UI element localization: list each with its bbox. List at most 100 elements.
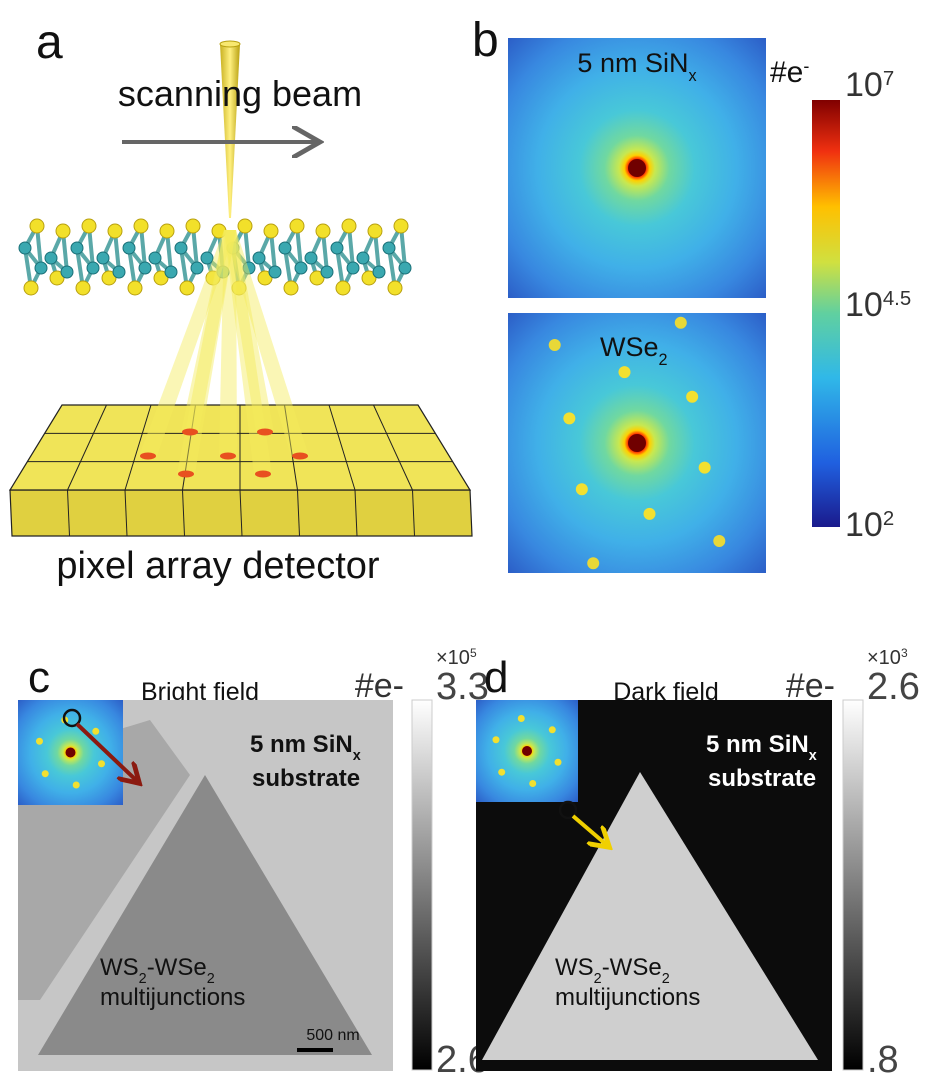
colorbar [812, 100, 840, 527]
w-atom [383, 242, 395, 254]
se-atom [290, 219, 304, 233]
text-part: 5 nm SiN [250, 731, 353, 758]
bragg-spot [587, 557, 599, 569]
sample-label: multijunctions [555, 984, 700, 1011]
substrate-label: substrate [252, 765, 360, 792]
text-part: x [809, 748, 817, 764]
colorbar-min: .8 [867, 1039, 899, 1074]
se-atom [186, 219, 200, 233]
sample-label: multijunctions [100, 984, 245, 1011]
text-part: - [803, 56, 809, 76]
beam-label: scanning beam [118, 73, 362, 114]
w-atom [165, 266, 177, 278]
se-atom [316, 224, 330, 238]
se-atom [284, 281, 298, 295]
text-part: substrate [708, 765, 816, 792]
detector-label: pixel array detector [56, 545, 379, 587]
w-atom [149, 252, 161, 264]
w-atom [269, 266, 281, 278]
text-part: .8 [867, 1039, 899, 1074]
w-atom [253, 252, 265, 264]
bragg-spot [576, 483, 588, 495]
scale-bar-label: 500 nm [306, 1027, 359, 1044]
w-atom [19, 242, 31, 254]
colorbar-max: 2.6 [867, 666, 920, 708]
text-part: 4.5 [883, 288, 911, 310]
text-part: x [353, 748, 361, 764]
se-atom [76, 281, 90, 295]
text-part: WSe [600, 332, 659, 362]
se-atom [160, 224, 174, 238]
bragg-spot [92, 728, 99, 735]
w-atom [201, 252, 213, 264]
detector-spot [220, 453, 236, 460]
se-atom [82, 219, 96, 233]
text-part: multijunctions [555, 984, 700, 1011]
bragg-spot [555, 759, 562, 766]
colorbar [412, 700, 432, 1070]
text-part: 500 nm [306, 1027, 359, 1044]
w-atom [373, 266, 385, 278]
se-atom [108, 224, 122, 238]
page: { "panel_a": {"label": "a", "beam": "sca… [0, 0, 931, 1074]
central-beam [628, 159, 646, 177]
w-atom [45, 252, 57, 264]
se-atom [30, 219, 44, 233]
detector-spot [292, 453, 308, 460]
w-atom [321, 266, 333, 278]
w-atom [357, 252, 369, 264]
bragg-spot [644, 508, 656, 520]
colorbar-unit: #e- [355, 667, 404, 705]
text-part: 5 nm SiN [706, 731, 809, 758]
detector [10, 405, 472, 536]
bragg-spot [549, 726, 556, 733]
bragg-spot [492, 736, 499, 743]
bragg-spot [73, 781, 80, 788]
detector-spot [178, 471, 194, 478]
figure: ascanning beampixel array detectorb5 nm … [0, 0, 931, 1074]
se-atom [24, 281, 38, 295]
w-atom [191, 262, 203, 274]
colorbar [843, 700, 863, 1070]
w-atom [279, 242, 291, 254]
w-atom [295, 262, 307, 274]
text-part: -WSe [147, 954, 207, 981]
se-atom [336, 281, 350, 295]
w-atom [113, 266, 125, 278]
text-part: 5 nm SiN [577, 48, 688, 78]
panel-label: c [28, 653, 50, 702]
central-beam [628, 434, 646, 452]
text-part: WS [100, 954, 139, 981]
text-part: #e- [786, 667, 835, 705]
text-part: 10 [845, 286, 883, 324]
w-atom [71, 242, 83, 254]
se-atom [264, 224, 278, 238]
text-part: 2 [659, 351, 668, 369]
detector-spot [182, 429, 198, 436]
text-part: c [28, 653, 50, 702]
w-atom [175, 242, 187, 254]
detector-spot [140, 453, 156, 460]
w-atom [331, 242, 343, 254]
w-atom [139, 262, 151, 274]
probe-beam [220, 44, 240, 218]
text-part: 3 [901, 646, 908, 660]
text-part: 10 [845, 506, 883, 544]
w-atom [87, 262, 99, 274]
text-part: multijunctions [100, 984, 245, 1011]
colorbar-tick: 107 [845, 66, 894, 104]
w-atom [97, 252, 109, 264]
bragg-spot [529, 780, 536, 787]
bragg-spot [713, 535, 725, 547]
colorbar-tick: 102 [845, 506, 894, 544]
text-part: 5 [470, 646, 477, 660]
text-part: d [484, 653, 508, 702]
w-atom [35, 262, 47, 274]
bragg-spot [686, 391, 698, 403]
se-atom [134, 219, 148, 233]
colorbar-unit: #e- [786, 667, 835, 705]
bragg-spot [699, 462, 711, 474]
detector-spot [257, 429, 273, 436]
text-part: WS [555, 954, 594, 981]
bragg-spot [563, 412, 575, 424]
